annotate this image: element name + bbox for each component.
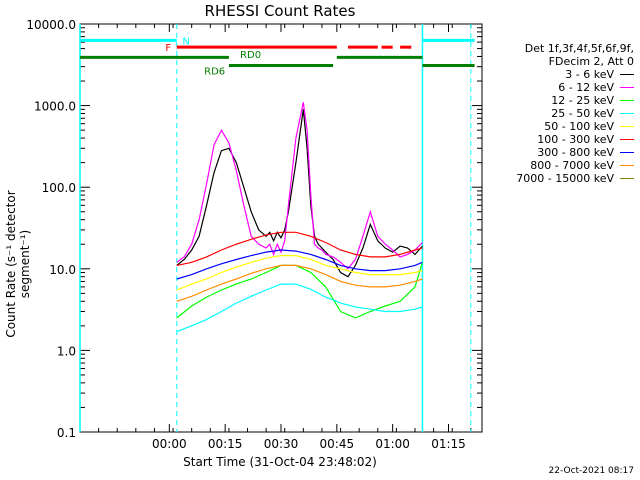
annotation-label: N [182, 36, 189, 47]
legend-swatch [620, 178, 634, 179]
series-line [176, 264, 423, 302]
y-tick-label: 0.1 [57, 426, 76, 440]
legend-entry: 100 - 300 keV [516, 133, 634, 146]
y-axis-label: Count Rate (s⁻¹ detector segment⁻¹) [4, 190, 32, 338]
legend-entry: 6 - 12 keV [516, 81, 634, 94]
y-tick-label: 10000.0 [26, 18, 76, 32]
x-tick-label: 01:15 [431, 437, 466, 451]
legend-entry: 12 - 25 keV [516, 94, 634, 107]
legend-header-line-2: FDecim 2, Att 0 [548, 55, 634, 68]
legend-entry: 800 - 7000 keV [516, 159, 634, 172]
x-tick-label: 01:00 [375, 437, 410, 451]
legend-entry: 300 - 800 keV [516, 146, 634, 159]
legend-entry-label: 100 - 300 keV [537, 133, 614, 146]
x-tick-label: 00:15 [208, 437, 243, 451]
legend-swatch [620, 165, 634, 166]
series-line [176, 255, 423, 291]
legend-entry-label: 3 - 6 keV [565, 68, 614, 81]
legend-swatch [620, 139, 634, 140]
series-line [176, 109, 423, 278]
legend-entry: 7000 - 15000 keV [516, 172, 634, 185]
series-line [176, 283, 423, 333]
legend-swatch [620, 100, 634, 101]
legend-swatch [620, 126, 634, 127]
series-line [176, 231, 423, 266]
series-line [176, 102, 423, 270]
x-axis-label: Start Time (31-Oct-04 23:48:02) [183, 455, 377, 469]
annotation-label: RD6 [204, 66, 225, 77]
annotation-label: F [165, 43, 171, 54]
x-tick-label: 00:00 [152, 437, 187, 451]
legend-entry-label: 7000 - 15000 keV [516, 172, 614, 185]
legend-swatch [620, 74, 634, 75]
legend-entry-label: 12 - 25 keV [551, 94, 614, 107]
legend: Det 1f,3f,4f,5f,6f,9f, FDecim 2, Att 0 3… [516, 42, 634, 185]
legend-entry-label: 800 - 7000 keV [530, 159, 614, 172]
legend-entry: 25 - 50 keV [516, 107, 634, 120]
legend-swatch [620, 113, 634, 114]
legend-header-line-1: Det 1f,3f,4f,5f,6f,9f, [524, 42, 634, 55]
y-tick-label: 10.0 [49, 263, 76, 277]
x-tick-label: 00:45 [320, 437, 355, 451]
legend-swatch [620, 152, 634, 153]
series-line [176, 262, 423, 319]
chart-title: RHESSI Count Rates [204, 2, 356, 20]
legend-entry-label: 6 - 12 keV [558, 81, 614, 94]
y-tick-label: 100.0 [42, 181, 76, 195]
timestamp: 22-Oct-2021 08:17 [548, 466, 634, 476]
legend-entry-label: 300 - 800 keV [537, 146, 614, 159]
x-tick-label: 00:30 [264, 437, 299, 451]
y-tick-label: 1000.0 [34, 100, 76, 114]
legend-entries: 3 - 6 keV 6 - 12 keV 12 - 25 keV 25 - 50 ke… [516, 68, 634, 185]
legend-entry: 50 - 100 keV [516, 120, 634, 133]
legend-entry: 3 - 6 keV [516, 68, 634, 81]
annotation-label: RD0 [240, 50, 261, 61]
legend-entry-label: 50 - 100 keV [544, 120, 614, 133]
legend-swatch [620, 87, 634, 88]
legend-entry-label: 25 - 50 keV [551, 107, 614, 120]
series-line [176, 249, 423, 280]
y-tick-label: 1.0 [57, 344, 76, 358]
